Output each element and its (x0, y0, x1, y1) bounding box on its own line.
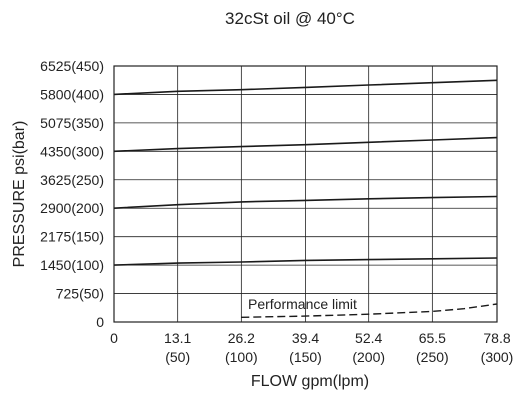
x-tick-label: 78.8 (483, 330, 510, 346)
y-tick-label: 3625(250) (40, 172, 104, 188)
x-tick-sublabel: (50) (165, 349, 190, 365)
x-tick-label: 26.2 (228, 330, 255, 346)
x-tick-label: 0 (110, 330, 118, 346)
y-tick-label: 6525(450) (40, 58, 104, 74)
x-tick-label: 39.4 (292, 330, 319, 346)
x-tick-label: 52.4 (355, 330, 382, 346)
x-tick-sublabel: (200) (352, 349, 385, 365)
grid (113, 65, 498, 323)
performance-limit-line (241, 303, 498, 318)
y-tick-label: 5075(350) (40, 115, 104, 131)
x-tick-sublabel: (250) (416, 349, 449, 365)
performance-limit-label: Performance limit (248, 296, 357, 312)
y-tick-label: 2900(200) (40, 200, 104, 216)
plot-frame (113, 65, 498, 323)
pressure-curve-3 (113, 195, 498, 209)
y-tick-label: 725(50) (56, 286, 104, 302)
y-tick-label: 5800(400) (40, 86, 104, 102)
y-tick-label: 2175(150) (40, 229, 104, 245)
y-axis-label: PRESSURE psi(bar) (11, 121, 28, 268)
curves (113, 79, 498, 266)
y-tick-label: 4350(300) (40, 143, 104, 159)
y-tick-labels: 0 725(50) 1450(100) 2175(150) 2900(200) 3625(… (40, 58, 104, 330)
x-tick-label: 13.1 (164, 330, 191, 346)
pressure-curve-2 (113, 136, 498, 153)
y-tick-label: 0 (96, 314, 104, 330)
x-tick-sublabel: (100) (225, 349, 258, 365)
pressure-curve-1 (113, 79, 498, 96)
x-tick-sublabel: (150) (289, 349, 322, 365)
x-tick-sublabel: (300) (481, 349, 514, 365)
performance-limit-group: Performance limit (241, 296, 498, 318)
chart-title: 32cSt oil @ 40°C (225, 9, 355, 28)
x-axis-label: FLOW gpm(lpm) (251, 373, 369, 390)
x-tick-label: 65.5 (419, 330, 446, 346)
y-tick-label: 1450(100) (40, 257, 104, 273)
pressure-curve-4 (113, 257, 498, 266)
x-tick-labels: 0 13.1 (50) 26.2 (100) 39.4 (150) 52.4 (200) 65.5… (110, 330, 513, 365)
